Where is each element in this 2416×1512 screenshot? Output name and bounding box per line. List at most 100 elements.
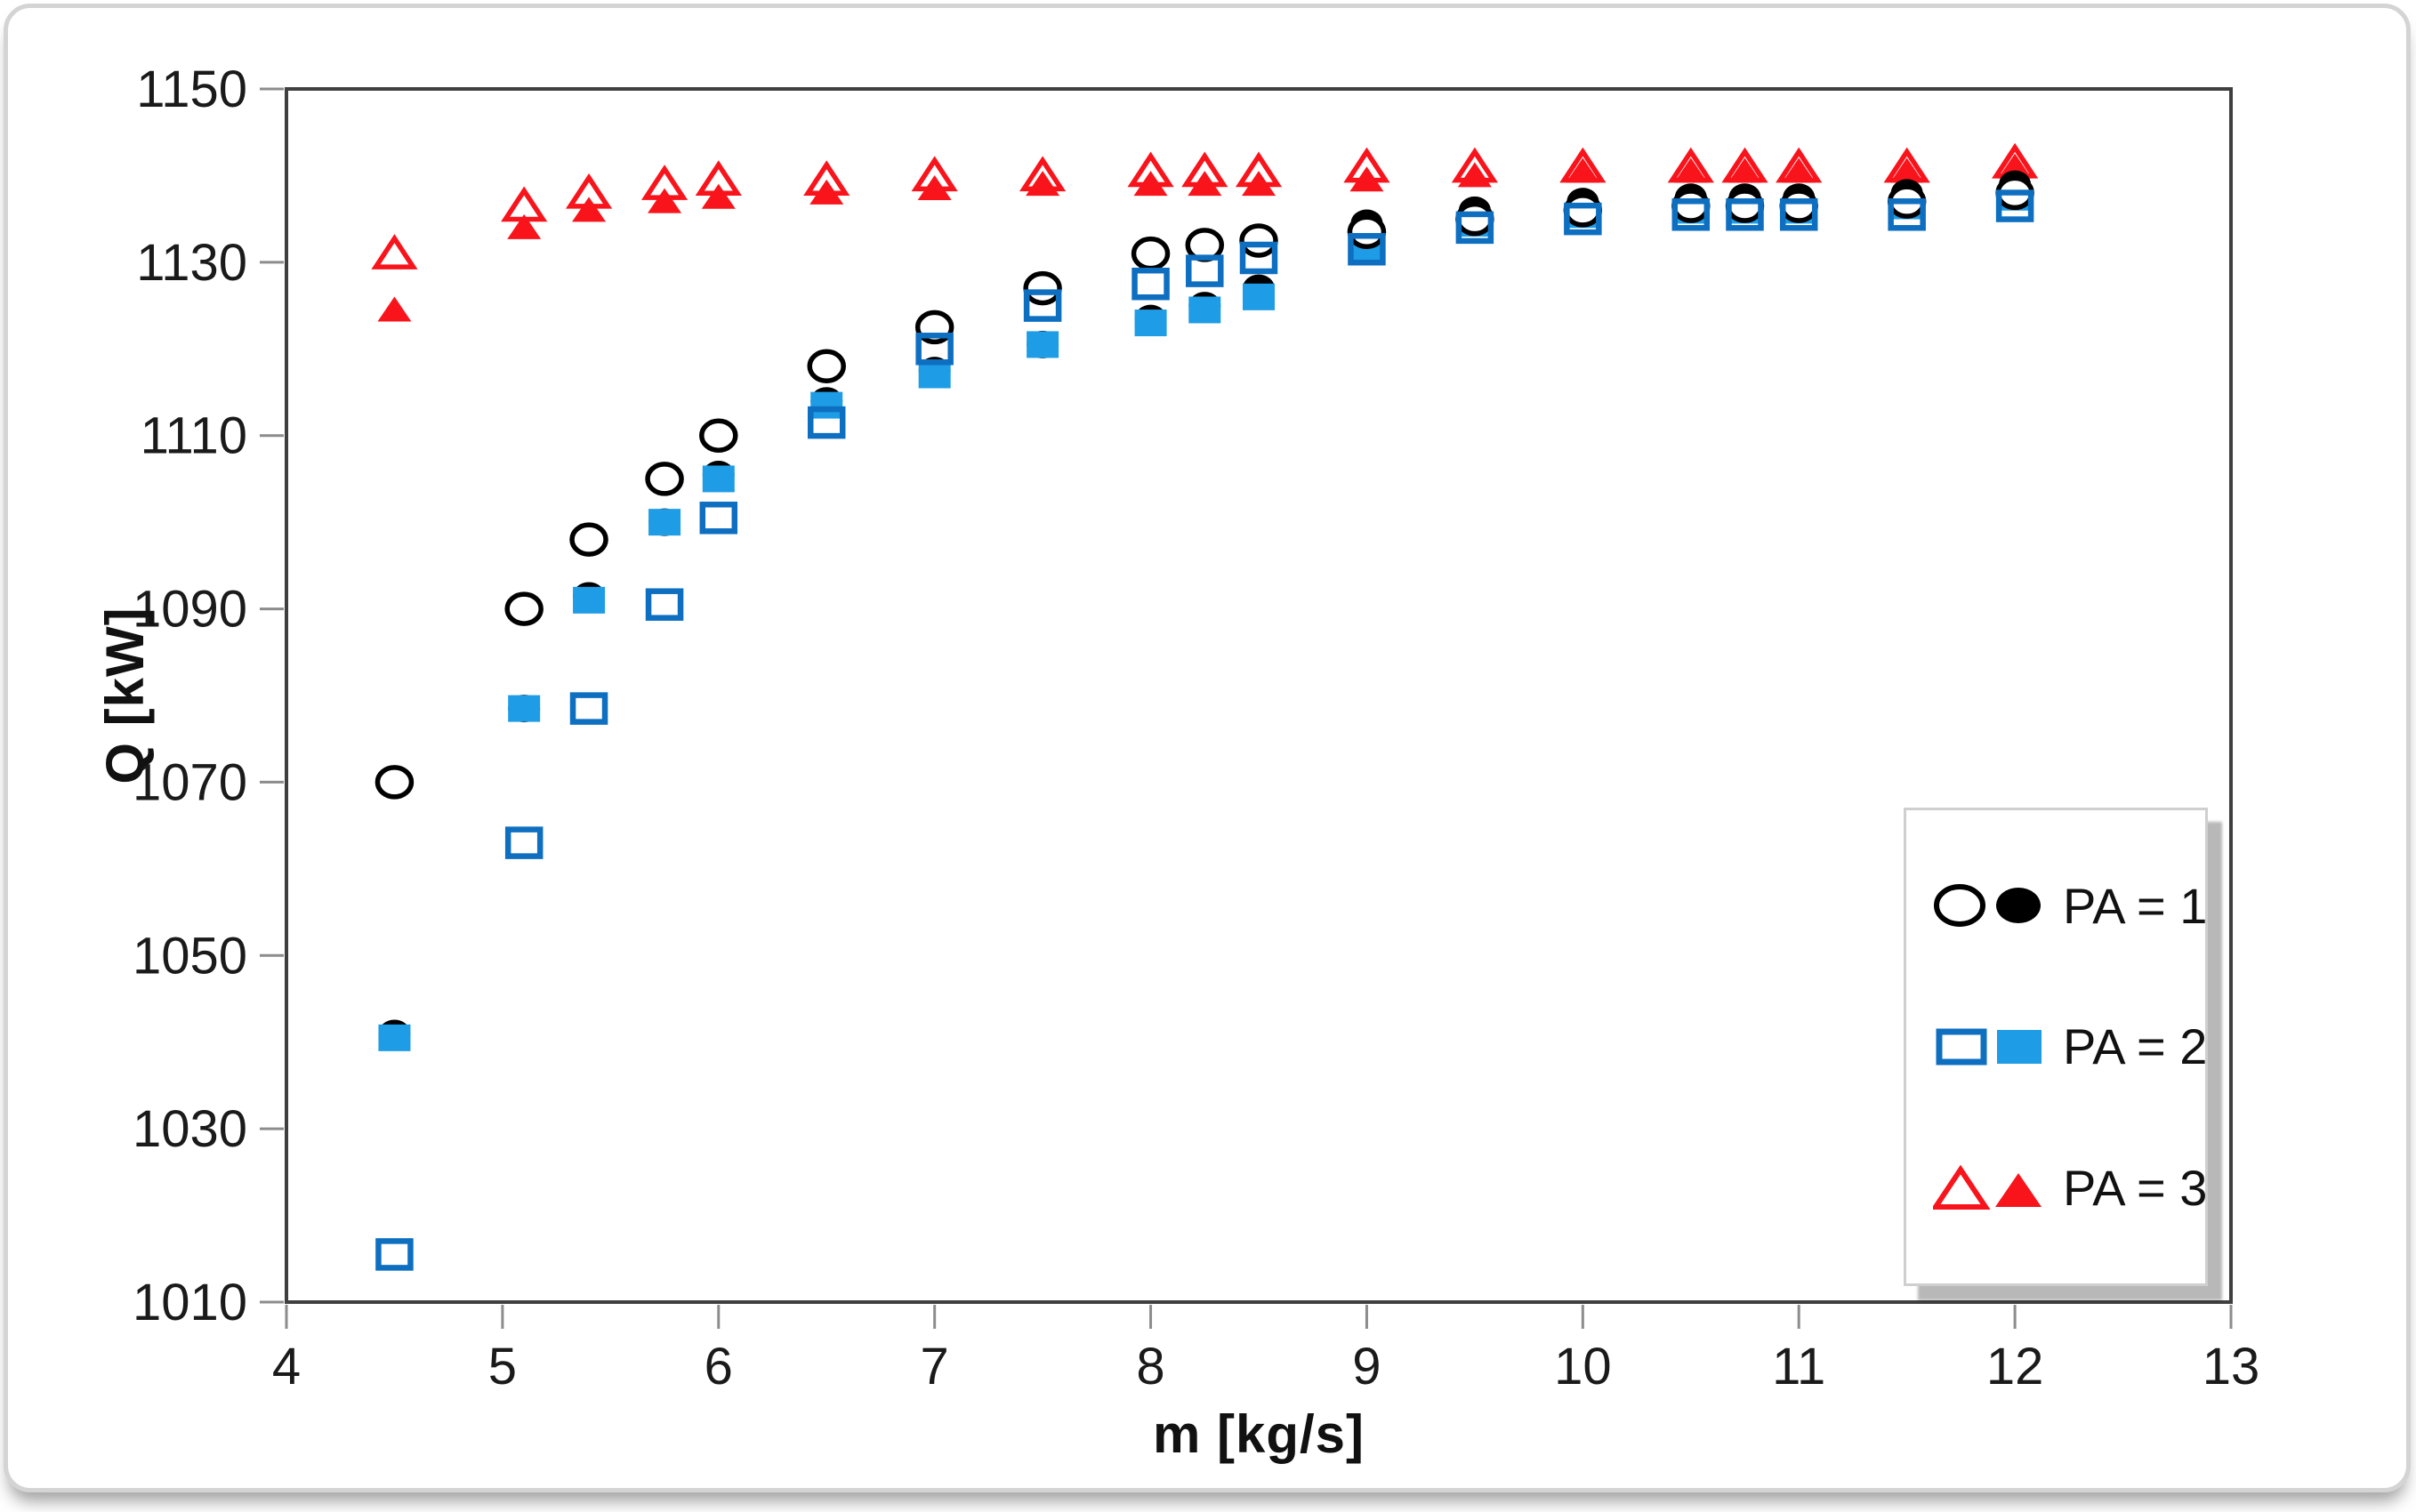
filled-square-marker <box>1243 283 1275 310</box>
legend-row-pa1: PA = 1 <box>1933 877 2208 935</box>
x-tick-label: 13 <box>2203 1338 2260 1395</box>
filled-circle-icon <box>1996 888 2041 924</box>
x-tick-label: 4 <box>272 1338 301 1395</box>
open-square-marker <box>645 588 684 621</box>
x-tick-label: 10 <box>1554 1338 1612 1395</box>
filled-triangle-marker <box>1349 166 1384 192</box>
filled-square-marker <box>573 586 606 614</box>
open-circle-marker <box>1131 236 1171 271</box>
open-square-marker <box>375 1238 414 1271</box>
open-circle-icon <box>1934 884 1985 928</box>
y-tick-label: 1090 <box>133 581 247 639</box>
open-circle-marker <box>1455 201 1494 237</box>
x-axis-title-text: m [kg/s] <box>1152 1403 1365 1464</box>
filled-triangle-marker <box>377 296 412 322</box>
filled-triangle-marker <box>1242 171 1276 197</box>
filled-triangle-marker <box>1566 157 1600 183</box>
y-tick-label: 1030 <box>133 1100 247 1158</box>
open-square-marker <box>699 502 738 535</box>
open-square-marker <box>1726 198 1764 231</box>
x-tick-label: 8 <box>1136 1338 1164 1395</box>
filled-square-marker <box>702 465 735 493</box>
open-circle-marker <box>1563 193 1603 228</box>
open-circle-marker <box>699 418 738 453</box>
y-tick-label: 1050 <box>133 927 247 985</box>
legend-row-pa2: PA = 2 <box>1933 1017 2208 1075</box>
x-tick-label: 11 <box>1772 1338 1825 1395</box>
legend-row-pa3: PA = 3 <box>1933 1159 2208 1217</box>
legend-markers-pa1 <box>1934 884 2041 928</box>
filled-triangle-marker <box>572 197 607 222</box>
legend: PA = 1 PA = 2 PA = 3 <box>1904 808 2208 1286</box>
filled-square-marker <box>810 391 843 419</box>
filled-square-marker <box>1027 331 1059 358</box>
filled-triangle-marker <box>507 213 542 239</box>
filled-square-marker <box>1134 310 1167 337</box>
y-tick-label: 1110 <box>141 407 247 465</box>
filled-square-marker <box>648 509 681 536</box>
open-square-icon <box>1936 1028 1987 1066</box>
open-circle-marker <box>569 522 608 557</box>
open-circle-marker <box>1239 223 1278 258</box>
y-tick-label: 1150 <box>136 60 247 118</box>
open-circle-marker <box>1779 189 1818 223</box>
legend-markers-pa3 <box>1933 1164 2042 1210</box>
open-square-marker <box>1888 198 1926 231</box>
open-triangle-marker <box>371 234 418 269</box>
x-tick-label: 9 <box>1352 1338 1381 1395</box>
filled-triangle-marker <box>648 188 682 213</box>
open-circle-marker <box>1725 189 1765 223</box>
filled-triangle-marker <box>1998 153 2033 179</box>
open-circle-marker <box>807 349 846 384</box>
y-tick-label: 1130 <box>136 234 247 292</box>
open-circle-marker <box>1671 189 1711 223</box>
open-square-marker <box>504 826 544 859</box>
filled-triangle-marker <box>1673 157 1708 183</box>
open-circle-marker <box>374 765 415 800</box>
open-triangle-icon <box>1933 1164 1991 1210</box>
open-square-marker <box>1671 198 1711 231</box>
legend-label-pa3: PA = 3 <box>2063 1160 2208 1217</box>
open-circle-marker <box>1023 270 1062 306</box>
filled-triangle-marker <box>1188 171 1222 197</box>
filled-square-marker <box>378 1024 411 1051</box>
legend-markers-pa2 <box>1936 1028 2042 1066</box>
filled-square-icon <box>1997 1029 2042 1064</box>
filled-triangle-marker <box>809 179 844 205</box>
open-circle-marker <box>1347 214 1387 250</box>
filled-square-marker <box>1188 296 1221 324</box>
open-circle-marker <box>645 462 684 496</box>
x-tick-label: 6 <box>705 1338 733 1395</box>
filled-square-marker <box>918 361 951 389</box>
open-square-marker <box>1186 254 1224 287</box>
filled-triangle-marker <box>701 183 736 209</box>
legend-label-pa1: PA = 1 <box>2063 877 2208 934</box>
filled-square-marker <box>508 695 541 722</box>
open-circle-marker <box>504 591 544 626</box>
open-square-marker <box>1995 189 2034 222</box>
legend-label-pa2: PA = 2 <box>2063 1018 2208 1075</box>
open-square-marker <box>1564 202 1602 236</box>
open-square-marker <box>807 406 846 439</box>
filled-triangle-marker <box>1889 157 1924 183</box>
y-axis-title-text: Q [kW] <box>94 607 155 784</box>
plot-frame <box>285 87 2233 1304</box>
y-tick-label: 1070 <box>133 753 247 811</box>
open-square-marker <box>1779 198 1818 231</box>
open-square-marker <box>569 692 608 725</box>
filled-triangle-marker <box>1782 157 1816 183</box>
open-square-marker <box>915 333 954 366</box>
filled-triangle-marker <box>1026 171 1060 197</box>
y-tick-label: 1010 <box>133 1274 247 1331</box>
filled-triangle-marker <box>1133 171 1168 197</box>
x-tick-label: 12 <box>1986 1338 2044 1395</box>
open-square-marker <box>1455 211 1494 245</box>
filled-triangle-icon <box>1995 1172 2042 1207</box>
open-square-marker <box>1239 241 1278 275</box>
open-square-marker <box>1348 232 1386 266</box>
x-tick-label: 7 <box>921 1338 949 1395</box>
x-tick-label: 5 <box>488 1338 517 1395</box>
filled-triangle-marker <box>1727 157 1762 183</box>
